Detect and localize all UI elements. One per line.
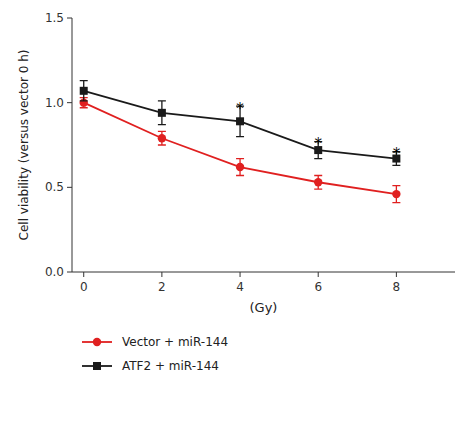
- x-tick: [161, 272, 162, 277]
- point: [80, 87, 88, 95]
- series: [80, 81, 401, 166]
- y-axis-label: Cell viability (versus vector 0 h): [17, 50, 31, 241]
- error-bar: [158, 101, 166, 125]
- error-bar: [236, 159, 244, 176]
- x-axis-label: (Gy): [250, 300, 278, 315]
- significance-label: *: [393, 145, 401, 163]
- y-tick: [67, 18, 72, 19]
- point: [236, 117, 244, 125]
- plot-area: [80, 81, 401, 203]
- error-bar: [392, 186, 400, 203]
- y-tick-label: 1.5: [45, 11, 64, 25]
- x-tick-label: 6: [314, 280, 322, 294]
- significance-label: *: [236, 100, 244, 118]
- error-bar: [158, 131, 166, 145]
- legend-label: ATF2 + miR-144: [122, 359, 219, 373]
- series-line: [84, 91, 397, 159]
- legend: Vector + miR-144 ATF2 + miR-144: [82, 335, 228, 373]
- x-tick-label: 4: [236, 280, 244, 294]
- x-tick: [240, 272, 241, 277]
- axes: 0 2 4 6 8 0.0 0.5 1.0 1.5: [45, 11, 455, 294]
- x-tick: [396, 272, 397, 277]
- point: [314, 178, 322, 186]
- y-tick: [67, 272, 72, 273]
- y-tick-label: 0.0: [45, 265, 64, 279]
- point: [158, 134, 166, 142]
- series: [80, 98, 401, 203]
- annotations: * * *: [236, 100, 400, 164]
- y-axis-line: [72, 18, 73, 272]
- x-tick-label: 8: [393, 280, 401, 294]
- significance-label: *: [314, 135, 322, 153]
- x-tick: [318, 272, 319, 277]
- point: [236, 163, 244, 171]
- x-tick: [83, 272, 84, 277]
- error-bar: [314, 175, 322, 189]
- y-tick: [67, 187, 72, 188]
- x-tick-label: 0: [80, 280, 88, 294]
- legend-label: Vector + miR-144: [122, 335, 228, 349]
- y-tick-label: 0.5: [45, 180, 64, 194]
- x-tick-label: 2: [158, 280, 166, 294]
- point: [158, 109, 166, 117]
- error-bar: [80, 81, 88, 101]
- chart: 0 2 4 6 8 0.0 0.5 1.0 1.5 (Gy) Cell viability (ver…: [0, 0, 474, 428]
- legend-marker: [93, 338, 101, 346]
- y-tick-label: 1.0: [45, 96, 64, 110]
- legend-marker: [93, 362, 101, 370]
- x-axis-line: [72, 272, 455, 273]
- point: [392, 190, 400, 198]
- y-tick: [67, 102, 72, 103]
